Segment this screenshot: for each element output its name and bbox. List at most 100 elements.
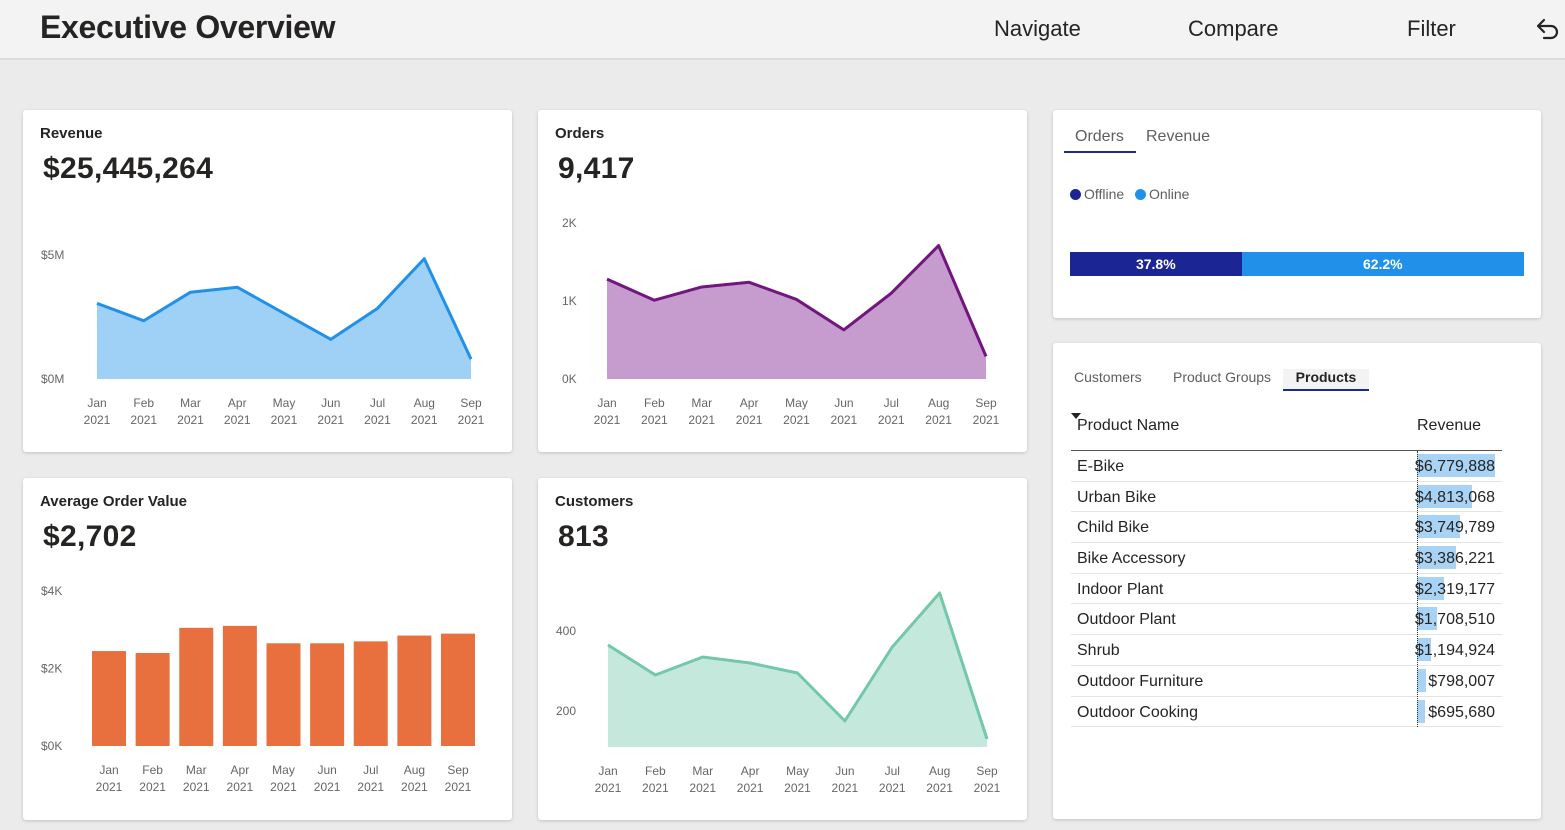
offline-segment[interactable]: 37.8% xyxy=(1070,252,1242,276)
x-tick-label: Apr 2021 xyxy=(224,396,251,427)
aov-card[interactable]: Average Order Value $2,702 $0K $2K $4K Jan 2… xyxy=(23,478,512,820)
x-tick-label: Jun 2021 xyxy=(317,396,344,427)
page-title: Executive Overview xyxy=(40,9,336,45)
x-tick-label: May 2021 xyxy=(783,396,810,427)
revenue-cell: $6,779,888 xyxy=(1414,458,1495,475)
bar[interactable] xyxy=(179,627,214,746)
x-tick-label: Jan 2021 xyxy=(84,396,111,427)
table-header: Product Name Revenue xyxy=(1071,413,1502,451)
revenue-chart: $0M $5M Jan 2021 Feb 2021 Mar 2021 Apr 2021 May 202… xyxy=(41,248,485,427)
legend-online[interactable]: Online xyxy=(1135,186,1189,202)
tab-orders[interactable]: Orders xyxy=(1064,128,1136,153)
compare-button[interactable]: Compare xyxy=(1188,16,1279,41)
table-row[interactable]: Indoor Plant $2,319,177 xyxy=(1071,574,1502,605)
table-row[interactable]: E-Bike $6,779,888 xyxy=(1071,451,1502,482)
table-row[interactable]: Urban Bike $4,813,068 xyxy=(1071,482,1502,513)
x-tick-label: Sep 2021 xyxy=(445,763,472,794)
aov-value: $2,702 xyxy=(43,520,137,553)
revenue-value: $25,445,264 xyxy=(43,152,214,185)
legend-online-label: Online xyxy=(1149,186,1190,202)
y-tick-label: $4K xyxy=(41,584,62,598)
y-tick-label: $0K xyxy=(41,739,62,753)
aov-title: Average Order Value xyxy=(40,493,188,510)
x-tick-label: Apr 2021 xyxy=(736,396,763,427)
revenue-databar xyxy=(1417,515,1461,539)
customers-chart: 200 400 Jan 2021 Feb 2021 Mar 2021 Apr 2021 May 202… xyxy=(556,591,1001,795)
x-tick-label: Mar 2021 xyxy=(183,763,210,794)
revenue-databar xyxy=(1417,668,1427,692)
tab-product-groups[interactable]: Product Groups xyxy=(1173,369,1272,385)
x-tick-label: Feb 2021 xyxy=(139,763,166,794)
revenue-card[interactable]: Revenue $25,445,264 $0M $5M Jan 2021 Feb 2021… xyxy=(23,110,512,452)
y-tick-label: 200 xyxy=(556,704,576,718)
bar[interactable] xyxy=(222,625,257,746)
bar[interactable] xyxy=(441,633,475,746)
customers-card[interactable]: Customers 813 200 400 Jan 2021 Feb 2021 Mar 202… xyxy=(538,478,1027,820)
x-tick-label: Apr 2021 xyxy=(227,763,254,794)
bar[interactable] xyxy=(397,635,432,746)
legend-offline[interactable]: Offline xyxy=(1070,186,1124,202)
revenue-cell: $4,813,068 xyxy=(1414,488,1495,506)
x-tick-label: Aug 2021 xyxy=(925,396,952,427)
column-header-revenue[interactable]: Revenue xyxy=(1417,417,1482,434)
x-tick-label: Jul 2021 xyxy=(878,396,905,427)
revenue-cell: $3,386,221 xyxy=(1414,550,1495,568)
products-card: Customers Product Groups Products Produc… xyxy=(1053,343,1541,819)
bar[interactable] xyxy=(92,651,126,746)
product-name-cell: Child Bike xyxy=(1077,519,1150,537)
revenue-cell: $1,708,510 xyxy=(1414,611,1495,629)
x-tick-label: Aug 2021 xyxy=(926,764,953,795)
products-table: Product Name Revenue E-Bike $6,779,888 Urb… xyxy=(1071,413,1502,728)
navigate-button[interactable]: Navigate xyxy=(994,16,1081,41)
table-row[interactable]: Child Bike $3,749,789 xyxy=(1071,512,1502,544)
undo-icon[interactable] xyxy=(1533,14,1561,42)
y-tick-label: $0M xyxy=(41,372,64,386)
orders-card[interactable]: Orders 9,417 0K 1K 2K Jan 2021 Feb 2021 Mar 2021… xyxy=(538,110,1027,452)
orders-title: Orders xyxy=(555,125,605,142)
table-row[interactable]: Shrub $1,194,924 xyxy=(1071,635,1502,666)
online-dot-icon xyxy=(1135,188,1146,200)
x-tick-label: Jun 2021 xyxy=(831,396,858,427)
bar[interactable] xyxy=(135,653,170,746)
tab-revenue[interactable]: Revenue xyxy=(1146,128,1211,145)
x-tick-label: May 2021 xyxy=(270,763,297,794)
revenue-databar xyxy=(1417,607,1437,631)
product-name-cell: Urban Bike xyxy=(1077,488,1157,506)
orders-value: 9,417 xyxy=(558,152,635,185)
x-tick-label: Feb 2021 xyxy=(641,396,668,427)
sort-descending-icon[interactable] xyxy=(1071,413,1081,419)
y-tick-label: 1K xyxy=(562,294,577,308)
revenue-cell: $2,319,177 xyxy=(1414,580,1495,598)
table-row[interactable]: Outdoor Cooking $695,680 xyxy=(1071,697,1502,728)
x-tick-label: Jan 2021 xyxy=(96,763,123,794)
x-tick-label: Jul 2021 xyxy=(879,764,906,795)
column-divider xyxy=(1417,451,1418,727)
x-tick-label: Jun 2021 xyxy=(832,764,859,795)
top-bar: Executive Overview Navigate Compare Filt… xyxy=(0,0,1565,60)
customers-value: 813 xyxy=(558,520,609,553)
x-tick-label: Mar 2021 xyxy=(689,764,716,795)
revenue-databar xyxy=(1417,638,1431,662)
y-tick-label: 0K xyxy=(562,372,577,386)
tab-products[interactable]: Products xyxy=(1283,369,1369,391)
filter-button[interactable]: Filter xyxy=(1407,16,1456,41)
table-row[interactable]: Bike Accessory $3,386,221 xyxy=(1071,543,1502,574)
column-header-product-name[interactable]: Product Name xyxy=(1077,417,1180,434)
x-tick-label: Aug 2021 xyxy=(401,763,428,794)
tab-customers[interactable]: Customers xyxy=(1074,369,1142,385)
bar[interactable] xyxy=(266,643,301,746)
table-row[interactable]: Outdoor Plant $1,708,510 xyxy=(1071,604,1502,636)
y-tick-label: 2K xyxy=(562,216,577,230)
product-name-cell: Outdoor Furniture xyxy=(1077,672,1204,690)
channel-stacked-bar: 37.8% 62.2% xyxy=(1070,252,1524,276)
table-row[interactable]: Outdoor Furniture $798,007 xyxy=(1071,666,1502,697)
bar[interactable] xyxy=(353,641,388,746)
x-tick-label: Jul 2021 xyxy=(357,763,384,794)
bar[interactable] xyxy=(310,643,345,746)
product-name-cell: Bike Accessory xyxy=(1077,550,1186,568)
x-tick-label: Jan 2021 xyxy=(595,764,622,795)
x-tick-label: Jan 2021 xyxy=(594,396,621,427)
online-segment[interactable]: 62.2% xyxy=(1241,252,1524,276)
aov-chart: $0K $2K $4K Jan 2021 Feb 2021 Mar 2021 Apr 2021 May… xyxy=(41,584,475,794)
x-tick-label: Sep 2021 xyxy=(973,396,1000,427)
